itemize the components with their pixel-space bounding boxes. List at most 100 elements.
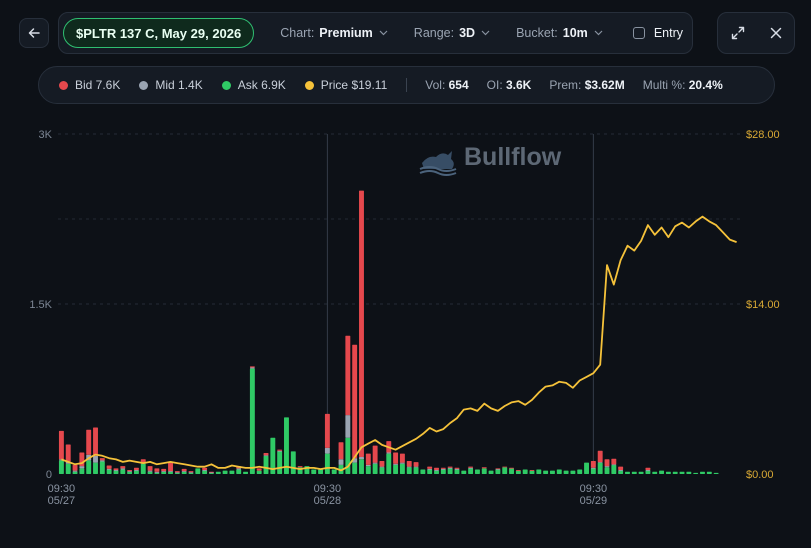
ask-bar [468, 468, 474, 474]
bid-bar [515, 470, 521, 471]
bid-bar [168, 462, 173, 472]
ask-bar [311, 469, 317, 474]
bid-bar [359, 190, 364, 457]
ask-bar [420, 469, 426, 474]
ask-bar [352, 462, 358, 474]
ask-bar [652, 471, 658, 474]
bid-bar [202, 467, 208, 471]
mid-bar [447, 467, 453, 469]
ask-bar [359, 459, 364, 474]
mid-bar [454, 468, 460, 470]
mid-bar [618, 470, 624, 471]
ask-bar [529, 470, 535, 474]
stat-premium-value: $3.62M [584, 78, 625, 92]
mid-bar [188, 472, 194, 474]
close-icon[interactable] [770, 27, 782, 39]
bucket-dropdown[interactable]: Bucket: 10m [516, 26, 603, 40]
legend-divider [406, 78, 408, 92]
volume-bars [58, 190, 719, 474]
stat-volume: Vol: 654 [425, 78, 468, 92]
ask-bar [406, 467, 412, 474]
window-controls [717, 12, 795, 54]
ask-bar [133, 470, 139, 474]
bid-bar [399, 453, 405, 463]
ask-bar [495, 469, 501, 474]
stat-open-interest: OI: 3.6K [487, 78, 532, 92]
ask-bar [168, 471, 173, 474]
ask-bar [243, 471, 249, 474]
bid-bar [529, 470, 535, 471]
mid-bar [79, 466, 85, 469]
bid-bar [120, 466, 126, 469]
mid-dot [139, 80, 149, 90]
chart-toolbar: $PLTR 137 C, May 29, 2026 Chart: Premium… [58, 12, 693, 54]
chart-type-dropdown[interactable]: Chart: Premium [280, 26, 388, 40]
mid-bar [277, 450, 283, 452]
legend-item-mid[interactable]: Mid 1.4K [139, 78, 203, 92]
ask-bar [590, 468, 596, 474]
ask-bar [263, 455, 269, 474]
expand-icon[interactable] [731, 26, 745, 40]
bid-bar [58, 430, 64, 460]
mid-bar [202, 470, 208, 471]
bid-bar [133, 467, 139, 471]
entry-checkbox[interactable] [632, 27, 645, 39]
contract-selector[interactable]: $PLTR 137 C, May 29, 2026 [63, 18, 255, 48]
bucket-label: Bucket: [516, 26, 558, 40]
entry-label: Entry [653, 26, 683, 40]
mid-bar [133, 470, 139, 471]
chevron-down-icon [594, 30, 603, 36]
ask-bar [256, 470, 262, 474]
legend-mid-label: Mid 1.4K [155, 78, 203, 92]
chevron-down-icon [379, 30, 388, 36]
ask-bar [188, 472, 194, 474]
ask-bar [686, 471, 692, 474]
range-value: 3D [459, 26, 476, 40]
premium-chart[interactable]: Bullflow 3K 1.5K 0 $28.00 $14.00 $0.00 09:30… [0, 115, 811, 515]
legend-item-bid[interactable]: Bid 7.6K [59, 78, 120, 92]
ask-bar [140, 463, 146, 474]
bid-bar [65, 444, 71, 462]
ask-bar [290, 451, 296, 474]
ask-bar [147, 471, 153, 474]
gridlines [58, 133, 740, 474]
left-axis-tick-label: 0 [46, 469, 52, 481]
ask-bar [665, 471, 671, 474]
mid-bar [386, 452, 392, 454]
range-dropdown[interactable]: Range: 3D [414, 26, 490, 40]
stat-volume-value: 654 [448, 78, 469, 92]
ask-bar [99, 461, 105, 474]
bid-bar [590, 460, 596, 468]
price-line [61, 215, 737, 472]
range-label: Range: [413, 26, 455, 40]
bid-dot [59, 80, 68, 90]
bid-bar [297, 466, 303, 468]
ask-bar [509, 468, 514, 474]
mid-bar [399, 462, 405, 464]
bid-bar [106, 465, 112, 469]
ask-bar [365, 466, 371, 474]
x-axis-time-label: 09:30 [580, 483, 608, 495]
bid-bar [604, 459, 610, 467]
legend-item-ask[interactable]: Ask 6.9K [221, 78, 286, 92]
ask-bar [270, 437, 276, 474]
mid-bar [120, 468, 126, 470]
ask-bar [549, 470, 555, 474]
legend-item-price[interactable]: Price $19.11 [304, 78, 387, 92]
mid-bar [236, 468, 242, 470]
ask-bar [229, 470, 235, 474]
entry-toggle[interactable]: Entry [632, 26, 683, 40]
ask-bar [693, 472, 699, 474]
ask-bar [597, 462, 603, 474]
back-button[interactable] [19, 18, 49, 48]
ask-bar [386, 453, 392, 474]
bid-bar [324, 413, 330, 448]
mid-bar [434, 470, 439, 471]
x-axis-date-label: 05/29 [580, 495, 608, 507]
ask-bar [174, 472, 180, 474]
bid-bar [147, 466, 153, 471]
left-axis-tick-label: 1.5K [29, 299, 52, 311]
ask-bar [379, 467, 385, 474]
ask-bar [324, 453, 330, 474]
ask-bar [208, 472, 214, 474]
